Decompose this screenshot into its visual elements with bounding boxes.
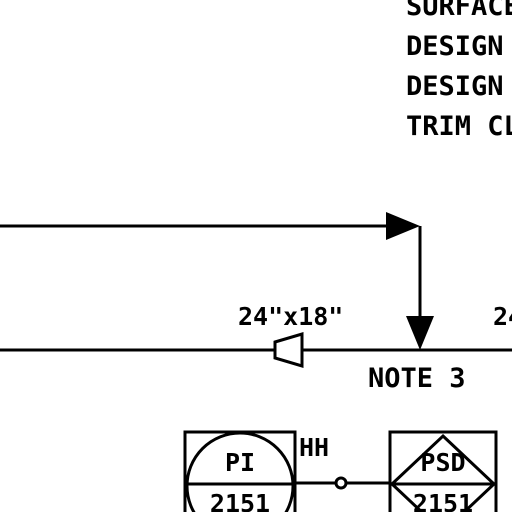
note-line-3: DESIGN <box>406 71 504 102</box>
flow-arrow-right-icon <box>386 212 420 240</box>
signal-node-icon <box>334 476 348 490</box>
note-line-1: SURFACE <box>406 0 512 22</box>
note-line-2: DESIGN <box>406 31 504 62</box>
note-reference: NOTE 3 <box>368 363 466 394</box>
pi-alarm-label: HH <box>299 433 329 462</box>
pi-function-label: PI <box>225 448 255 477</box>
psd-function-label: PSD <box>420 448 465 477</box>
right-size-label: 24 <box>493 302 512 331</box>
psd-instrument: PSD 2151 <box>388 430 498 512</box>
psd-panel-box <box>388 430 498 512</box>
notes-block: SURFACE DESIGN DESIGN TRIM CL <box>406 0 512 142</box>
reducer-icon <box>273 331 304 369</box>
psd-number-label: 2151 <box>413 489 473 512</box>
pi-bubble-icon <box>185 431 295 512</box>
pi-instrument: PI 2151 <box>183 430 297 512</box>
psd-diamond-icon <box>389 433 497 512</box>
reducer-size-label: 24"x18" <box>238 302 343 331</box>
pi-number-label: 2151 <box>210 489 270 512</box>
flow-arrow-down-icon <box>406 316 434 350</box>
note-line-4: TRIM CL <box>406 111 512 142</box>
